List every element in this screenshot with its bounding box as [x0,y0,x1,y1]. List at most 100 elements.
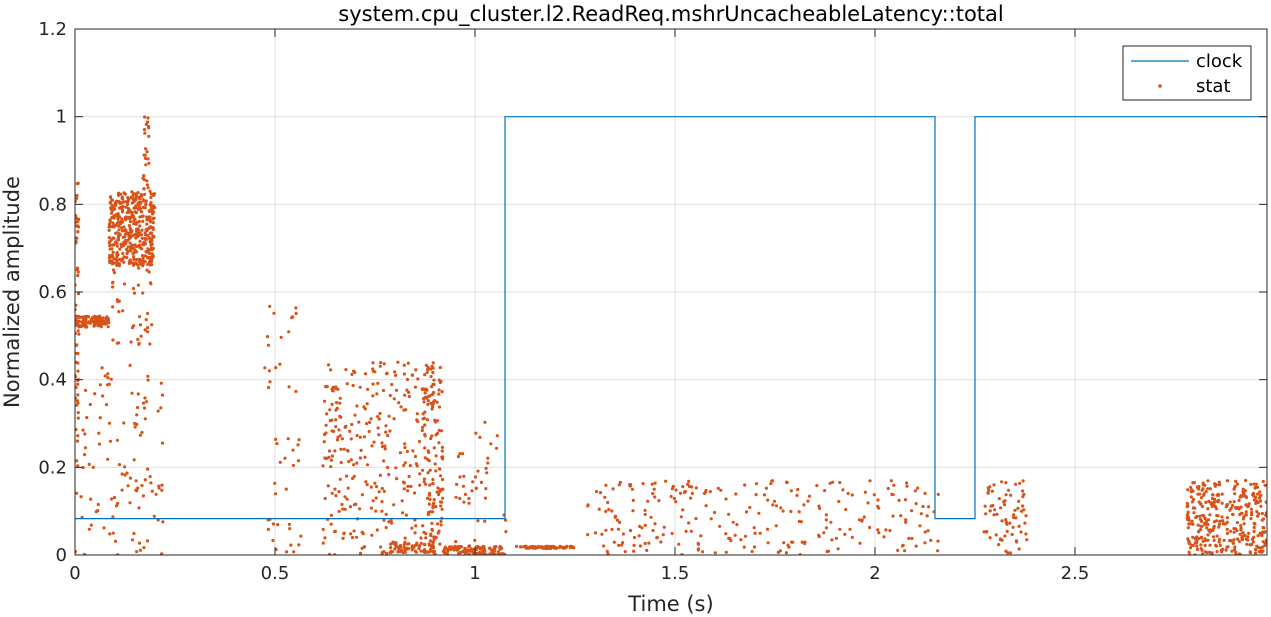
stat-point [119,222,123,226]
y-tick-label: 1.2 [38,19,67,40]
stat-point [834,536,839,540]
stat-point [147,209,151,213]
stat-point [478,435,482,439]
stat-point [1212,538,1216,543]
stat-point [128,241,132,245]
stat-point [137,195,141,199]
stat-point [140,194,144,198]
stat-point [672,496,677,501]
stat-point [496,550,500,554]
stat-point [1022,508,1026,512]
stat-point [420,428,424,433]
stat-point [296,443,300,447]
stat-point [132,255,136,259]
stat-point [375,528,379,532]
stat-point [371,361,375,365]
stat-point [650,482,654,486]
stat-point [1017,547,1021,551]
stat-point [289,543,293,547]
stat-point [1206,479,1210,483]
stat-point [376,426,380,430]
stat-point [159,381,163,385]
stat-point [414,368,418,372]
stat-point [130,210,134,215]
stat-point [848,527,852,531]
stat-point [150,253,154,257]
stat-point [1243,489,1247,493]
stat-point [910,509,914,513]
stat-point [437,388,441,392]
stat-point [150,212,155,216]
stat-point [1215,550,1219,554]
stat-point [929,538,933,543]
stat-point [341,507,345,511]
stat-point [106,325,110,329]
stat-point [141,198,145,202]
stat-point [519,545,523,549]
stat-point [1261,540,1265,544]
stat-point [473,475,478,479]
stat-point [498,545,502,549]
stat-point [483,496,488,500]
stat-point [991,503,995,508]
stat-point [458,496,462,501]
stat-point [586,503,590,507]
stat-point [1220,515,1224,519]
stat-point [141,256,145,260]
stat-point [116,299,120,304]
stat-point [621,532,626,536]
stat-point [108,439,113,443]
stat-point [98,416,102,420]
stat-point [662,525,666,529]
stat-point [558,544,562,549]
stat-point [403,461,407,465]
stat-point [438,488,442,492]
stat-point [278,460,282,464]
stat-point [857,518,862,522]
stat-point [100,321,104,325]
stat-point [617,483,621,487]
stat-point [415,412,419,416]
stat-point [1220,501,1224,505]
stat-point [913,489,918,493]
stat-point [133,421,137,426]
stat-point [1006,551,1010,555]
stat-point [400,548,404,552]
stat-point [118,257,122,261]
stat-point [120,210,125,214]
stat-point [107,382,111,386]
stat-point [752,526,756,530]
stat-point [115,263,119,267]
stat-point [120,472,124,476]
stat-point [1224,548,1228,552]
stat-point [337,490,341,494]
stat-point [365,402,369,406]
stat-point [602,544,606,548]
stat-point [1240,537,1245,542]
stat-point [1024,532,1028,536]
stat-point [807,494,812,498]
stat-point [1199,536,1204,540]
stat-point [160,441,165,445]
stat-point [389,518,393,522]
stat-point [983,504,987,508]
stat-point [102,526,106,530]
stat-point [325,412,329,416]
stat-point [340,502,344,507]
stat-point [100,366,104,370]
stat-point [531,545,535,549]
stat-point [1187,522,1191,526]
stat-point [351,476,355,480]
stat-point [379,361,383,365]
stat-point [914,544,918,548]
stat-point [322,432,327,437]
stat-point [387,414,391,418]
stat-point [544,546,548,551]
stat-point [392,397,396,401]
stat-point [426,550,430,554]
stat-point [1232,500,1236,504]
stat-point [433,462,437,466]
stat-point [403,442,407,446]
stat-point [123,473,127,477]
stat-point [1189,495,1193,499]
